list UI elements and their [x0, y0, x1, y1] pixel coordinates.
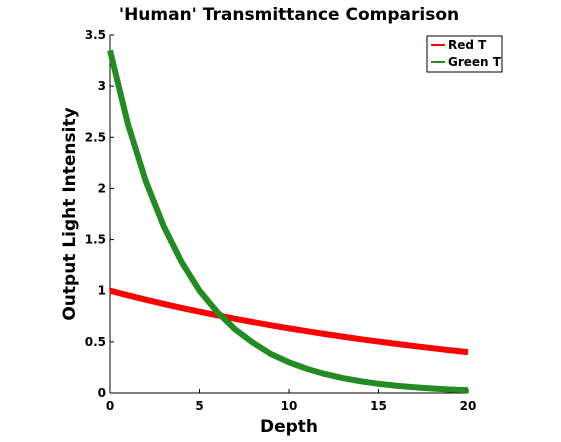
x-tick-label: 10 — [281, 399, 298, 413]
y-tick-label: 2 — [98, 181, 106, 195]
y-ticks: 0 0.5 1 1.5 2 2.5 3 3.5 — [85, 28, 114, 400]
y-tick-label: 3.5 — [85, 28, 106, 42]
chart-title: 'Human' Transmittance Comparison — [119, 5, 459, 25]
y-axis-label: Output Light Intensity — [60, 107, 80, 320]
y-tick-label: 1 — [98, 284, 106, 298]
series-layer — [107, 49, 469, 394]
x-ticks: 0 5 10 15 20 — [106, 389, 477, 413]
legend: Red T Green T — [426, 35, 503, 73]
legend-label: Green T — [448, 55, 502, 69]
x-tick-label: 0 — [106, 399, 114, 413]
x-axis-label: Depth — [260, 417, 318, 437]
series-line-red-t — [109, 287, 469, 356]
x-tick-label: 20 — [460, 399, 477, 413]
x-tick-label: 5 — [195, 399, 203, 413]
x-tick-label: 15 — [370, 399, 387, 413]
y-tick-label: 0 — [98, 386, 106, 400]
legend-label: Red T — [448, 38, 487, 52]
legend-box — [426, 35, 503, 73]
y-tick-label: 0.5 — [85, 335, 106, 349]
series-line-green-t — [107, 49, 469, 394]
y-tick-label: 1.5 — [85, 233, 106, 247]
y-tick-label: 2.5 — [85, 130, 106, 144]
y-tick-label: 3 — [98, 79, 106, 93]
